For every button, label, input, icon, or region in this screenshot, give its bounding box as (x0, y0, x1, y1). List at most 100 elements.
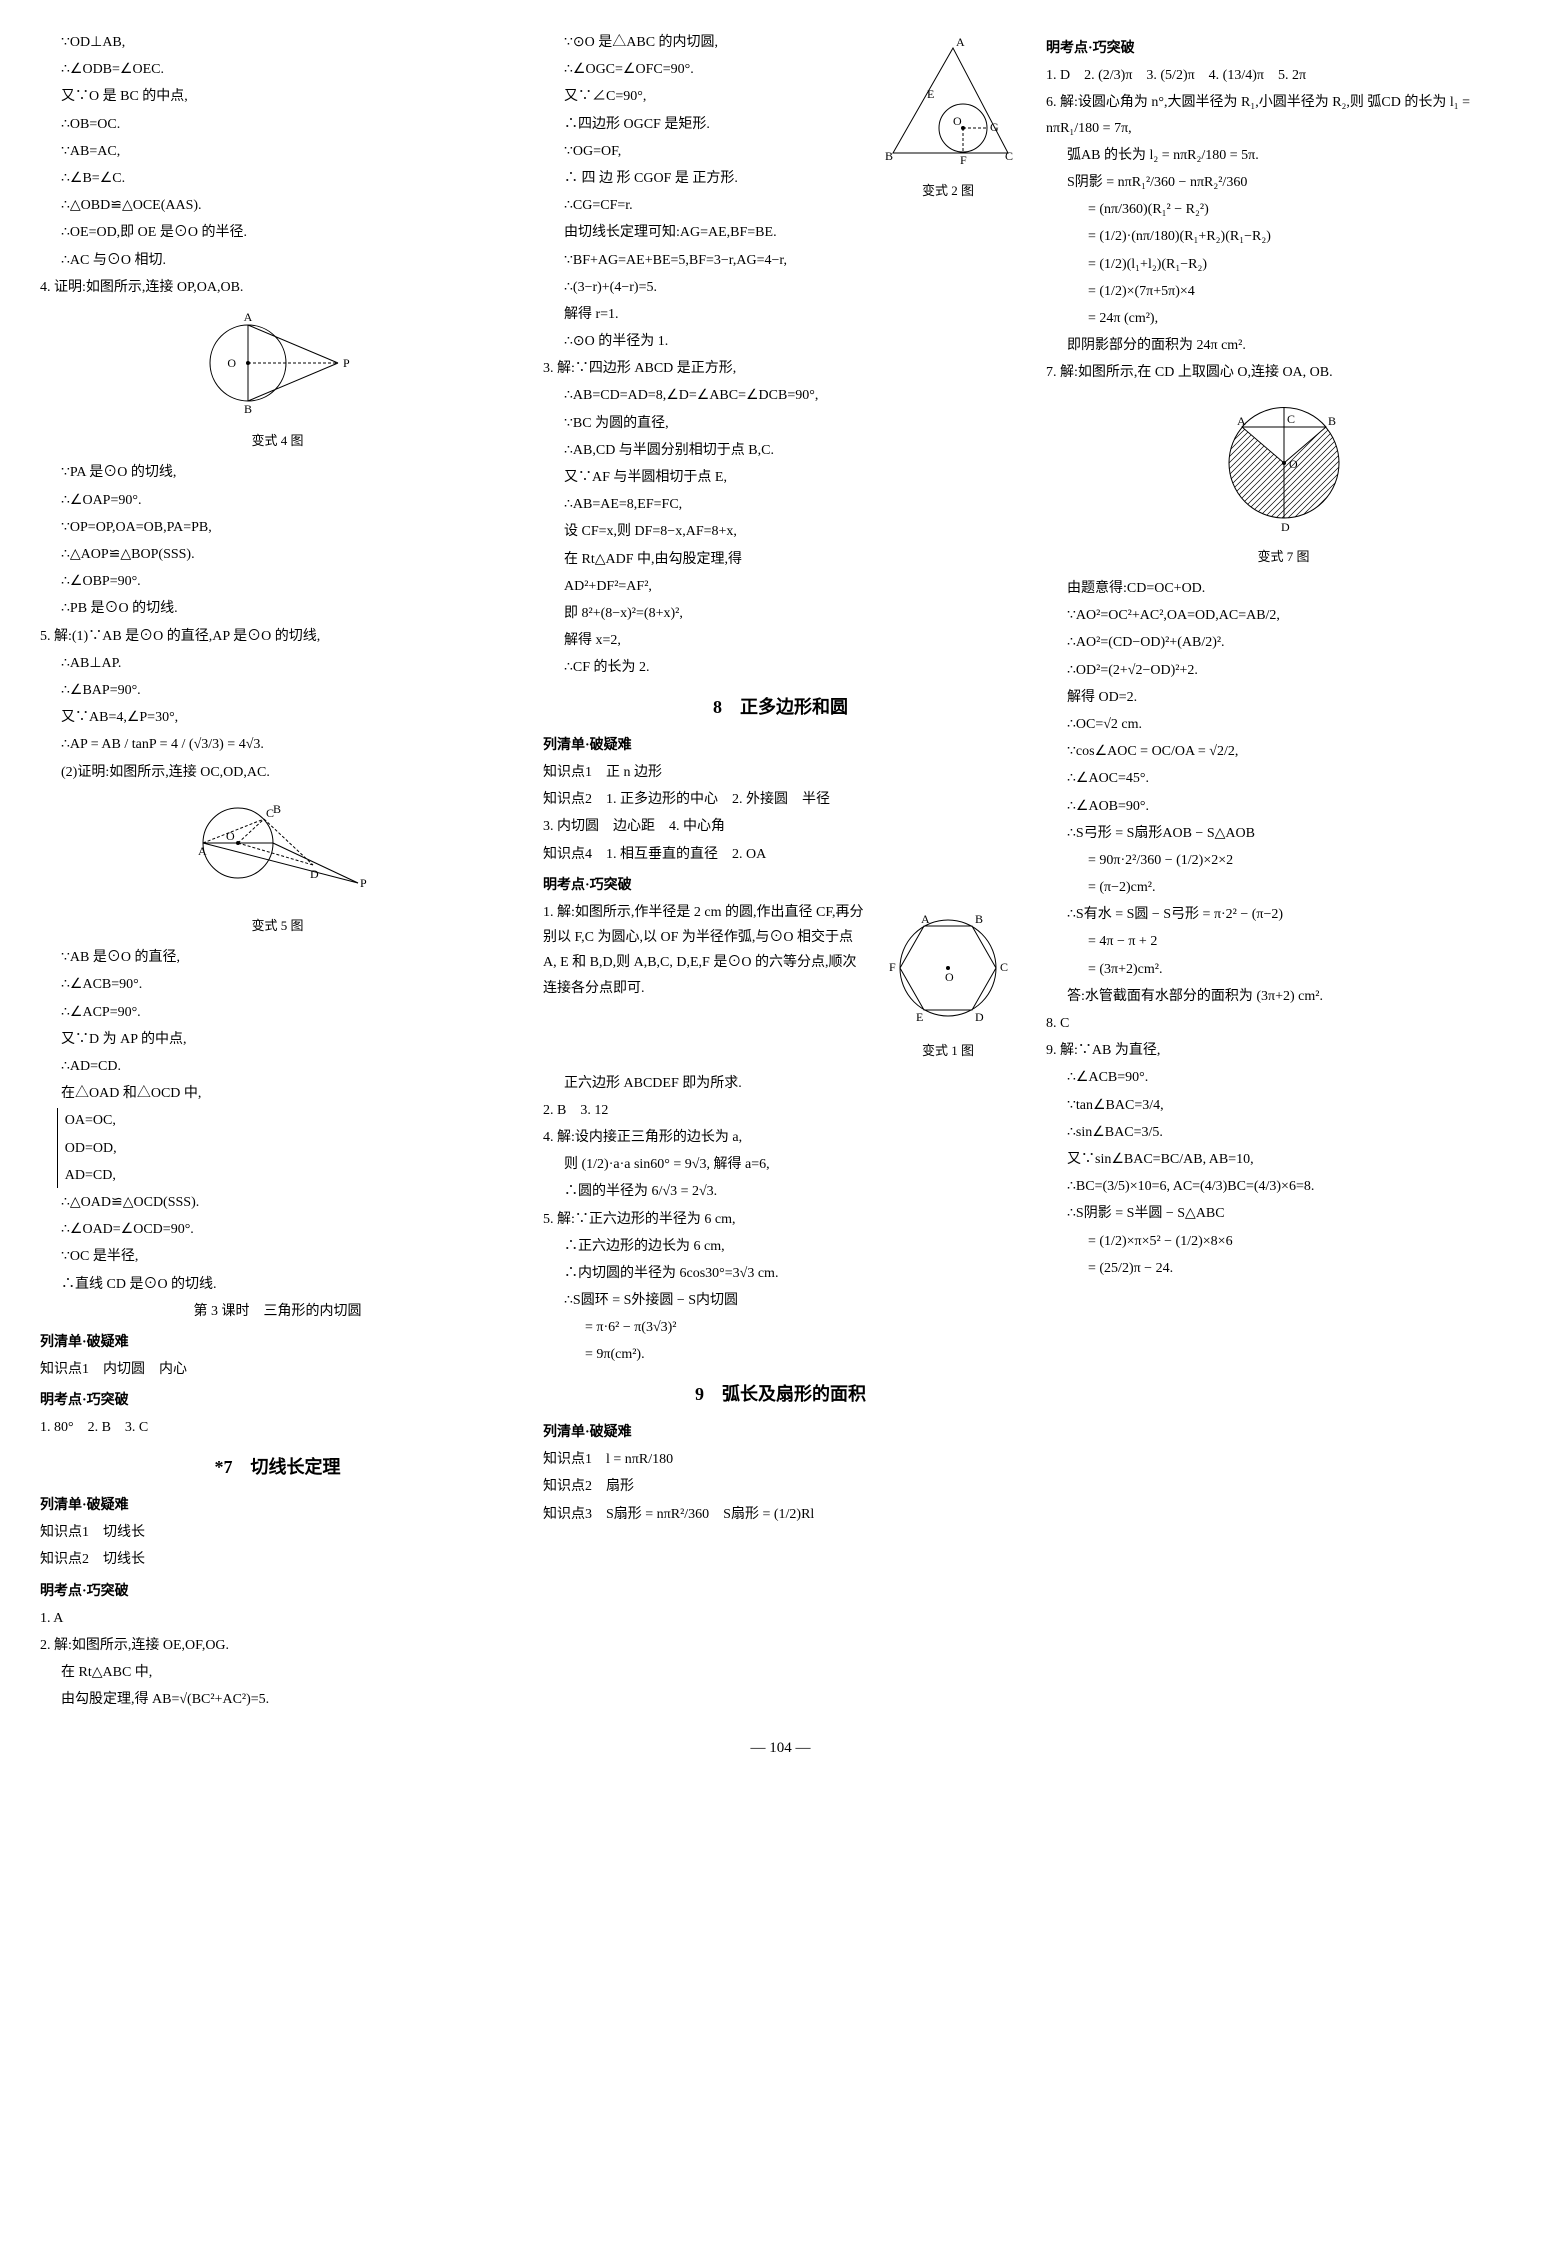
figure-caption: 变式 2 图 (878, 179, 1018, 202)
answer-line: 8. C (1046, 1011, 1521, 1036)
text-line: ∴四边形 OGCF 是矩形. (543, 112, 870, 137)
text-line: 即阴影部分的面积为 24π cm². (1046, 333, 1521, 358)
svg-text:E: E (916, 1010, 923, 1024)
section-7-title: *7 切线长定理 (40, 1451, 515, 1483)
knowledge-point: 3. 内切圆 边心距 4. 中心角 (543, 814, 1018, 839)
text-line: ∴∠OGC=∠OFC=90°. (543, 57, 870, 82)
text-line: 解得 OD=2. (1046, 685, 1521, 710)
brace-group: OA=OC, OD=OD, AD=CD, (57, 1108, 515, 1188)
text-line: 由题意得:CD=OC+OD. (1046, 576, 1521, 601)
text-line: ∴S有水 = S圆 − S弓形 = π·2² − (π−2) (1046, 902, 1521, 927)
section-heading: 明考点·巧突破 (40, 1579, 515, 1604)
svg-text:B: B (1328, 414, 1336, 428)
svg-text:A: A (956, 38, 965, 49)
question-1: 1. 解:如图所示,作半径是 2 cm 的圆,作出直径 CF,再分别以 F,C … (543, 900, 870, 1001)
text-line: ∴∠AOB=90°. (1046, 794, 1521, 819)
svg-text:C: C (1000, 960, 1008, 974)
text-line: = 9π(cm²). (543, 1342, 1018, 1367)
figure-variant-7: A B C O D 变式 7 图 (1046, 393, 1521, 568)
svg-text:B: B (975, 912, 983, 926)
text-line: ∵AB=AC, (40, 139, 515, 164)
svg-text:E: E (927, 87, 934, 101)
svg-text:P: P (343, 356, 350, 370)
text-line: ∴∠ODB=∠OEC. (40, 57, 515, 82)
text-line: ∴OD²=(2+√2−OD)²+2. (1046, 658, 1521, 683)
figure-caption: 变式 1 图 (878, 1039, 1018, 1062)
text-line: = 90π·2²/360 − (1/2)×2×2 (1046, 848, 1521, 873)
figure-caption: 变式 4 图 (40, 429, 515, 452)
text-line: 答:水管截面有水部分的面积为 (3π+2) cm². (1046, 984, 1521, 1009)
text-line: ∴∠ACB=90°. (40, 972, 515, 997)
svg-text:A: A (1237, 414, 1246, 428)
text-line: = 24π (cm²), (1046, 306, 1521, 331)
text-line: ∴△OBD≌△OCE(AAS). (40, 193, 515, 218)
text-line: ∵OC 是半径, (40, 1244, 515, 1269)
text-line: = (1/2)·(nπ/180)(R₁+R₂)(R₁−R₂) (1046, 224, 1521, 249)
svg-text:C: C (1005, 149, 1013, 163)
text-line: ∵BC 为圆的直径, (543, 411, 1018, 436)
text-line: ∴OB=OC. (40, 112, 515, 137)
text-line: = (1/2)×π×5² − (1/2)×8×6 (1046, 1229, 1521, 1254)
question-4: 4. 解:设内接正三角形的边长为 a, (543, 1125, 1018, 1150)
svg-text:B: B (243, 402, 251, 416)
text-line: ∴AO²=(CD−OD)²+(AB/2)². (1046, 630, 1521, 655)
text-line: OA=OC, (65, 1108, 515, 1133)
text-line: = (3π+2)cm². (1046, 957, 1521, 982)
text-line: 正六边形 ABCDEF 即为所求. (543, 1071, 1018, 1096)
svg-text:D: D (1281, 520, 1290, 533)
text-line: ∴AD=CD. (40, 1054, 515, 1079)
text-line: ∴⊙O 的半径为 1. (543, 329, 1018, 354)
text-line: ∴∠B=∠C. (40, 166, 515, 191)
knowledge-point: 知识点1 正 n 边形 (543, 760, 1018, 785)
svg-text:B: B (273, 802, 281, 816)
text-line: ∴ 四 边 形 CGOF 是 正方形. (543, 166, 870, 191)
text-line: ∴AB,CD 与半圆分别相切于点 B,C. (543, 438, 1018, 463)
text-line: ∴PB 是⊙O 的切线. (40, 596, 515, 621)
text-line: ∴内切圆的半径为 6cos30°=3√3 cm. (543, 1261, 1018, 1286)
text-line: 解得 r=1. (543, 302, 1018, 327)
section-9-title: 9 弧长及扇形的面积 (543, 1378, 1018, 1410)
text-line: ∵cos∠AOC = OC/OA = √2/2, (1046, 739, 1521, 764)
text-line: AD²+DF²=AF², (543, 574, 1018, 599)
text-line: ∴AC 与⊙O 相切. (40, 248, 515, 273)
section-8-title: 8 正多边形和圆 (543, 691, 1018, 723)
section-heading: 列清单·破疑难 (543, 733, 1018, 758)
svg-text:O: O (1289, 457, 1298, 471)
text-line: ∴S阴影 = S半圆 − S△ABC (1046, 1201, 1521, 1226)
text-line: S阴影 = nπR₁²/360 − nπR₂²/360 (1046, 170, 1521, 195)
text-line: ∵AB 是⊙O 的直径, (40, 945, 515, 970)
svg-text:B: B (885, 149, 893, 163)
section-heading: 列清单·破疑难 (40, 1330, 515, 1355)
text-line: 在△OAD 和△OCD 中, (40, 1081, 515, 1106)
column-1: ∵OD⊥AB, ∴∠ODB=∠OEC. 又∵O 是 BC 的中点, ∴OB=OC… (40, 30, 515, 1715)
section-heading: 列清单·破疑难 (40, 1493, 515, 1518)
text-line: 由切线长定理可知:AG=AE,BF=BE. (543, 220, 1018, 245)
text-line: = (1/2)(l₁+l₂)(R₁−R₂) (1046, 252, 1521, 277)
svg-text:F: F (960, 153, 967, 167)
column-2: ∵⊙O 是△ABC 的内切圆, ∴∠OGC=∠OFC=90°. 又∵∠C=90°… (543, 30, 1018, 1715)
question-2: 2. 解:如图所示,连接 OE,OF,OG. (40, 1633, 515, 1658)
answer-line: 2. B 3. 12 (543, 1098, 1018, 1123)
question-7: 7. 解:如图所示,在 CD 上取圆心 O,连接 OA, OB. (1046, 360, 1521, 385)
text-line: ∵⊙O 是△ABC 的内切圆, (543, 30, 870, 55)
figure-caption: 变式 5 图 (40, 914, 515, 937)
text-line: = (25/2)π − 24. (1046, 1256, 1521, 1281)
svg-text:A: A (921, 912, 930, 926)
text-line: ∴正六边形的边长为 6 cm, (543, 1234, 1018, 1259)
text-line: OD=OD, (65, 1136, 515, 1161)
text-line: ∴BC=(3/5)×10=6, AC=(4/3)BC=(4/3)×6=8. (1046, 1174, 1521, 1199)
text-line: ∵tan∠BAC=3/4, (1046, 1093, 1521, 1118)
text-line: 又∵AF 与半圆相切于点 E, (543, 465, 1018, 490)
text-line: ∴∠AOC=45°. (1046, 766, 1521, 791)
text-line: ∴圆的半径为 6/√3 = 2√3. (543, 1179, 1018, 1204)
text-line: ∴S弓形 = S扇形AOB − S△AOB (1046, 821, 1521, 846)
text-line: AD=CD, (65, 1163, 515, 1188)
text-line: ∴S圆环 = S外接圆 − S内切圆 (543, 1288, 1018, 1313)
question-4: 4. 证明:如图所示,连接 OP,OA,OB. (40, 275, 515, 300)
text-line: ∴AP = AB / tanP = 4 / (√3/3) = 4√3. (40, 732, 515, 757)
text-line: 在 Rt△ADF 中,由勾股定理,得 (543, 547, 1018, 572)
text-line: ∴AB⊥AP. (40, 651, 515, 676)
svg-text:F: F (889, 960, 896, 974)
text-line: 由勾股定理,得 AB=√(BC²+AC²)=5. (40, 1687, 515, 1712)
text-line: ∴CF 的长为 2. (543, 655, 1018, 680)
